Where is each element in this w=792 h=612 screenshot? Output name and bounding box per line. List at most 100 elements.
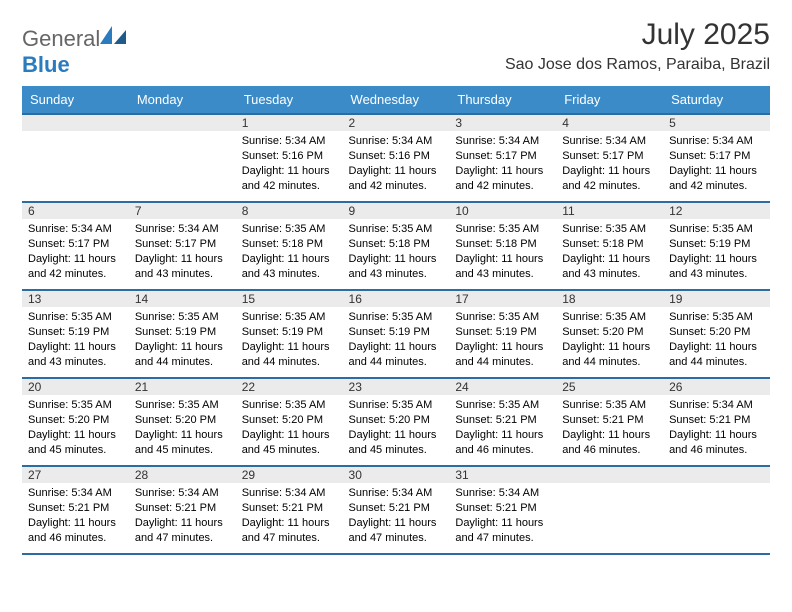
sunset-line: Sunset: 5:20 PM [28,414,109,426]
calendar-cell [556,466,663,554]
sunset-line: Sunset: 5:21 PM [349,502,430,514]
sunset-line: Sunset: 5:19 PM [349,326,430,338]
cell-body [663,483,770,492]
weekday-header: Monday [129,86,236,114]
daylight-line: Daylight: 11 hours and 46 minutes. [669,429,757,456]
sunrise-line: Sunrise: 5:34 AM [669,399,753,411]
month-title: July 2025 [505,18,770,52]
cell-body: Sunrise: 5:34 AMSunset: 5:17 PMDaylight:… [556,131,663,199]
calendar-row: 6Sunrise: 5:34 AMSunset: 5:17 PMDaylight… [22,202,770,290]
calendar-row: 20Sunrise: 5:35 AMSunset: 5:20 PMDayligh… [22,378,770,466]
cell-body: Sunrise: 5:35 AMSunset: 5:19 PMDaylight:… [129,307,236,375]
sunrise-line: Sunrise: 5:34 AM [28,223,112,235]
cell-body: Sunrise: 5:35 AMSunset: 5:21 PMDaylight:… [556,395,663,463]
daylight-line: Daylight: 11 hours and 45 minutes. [135,429,223,456]
cell-body: Sunrise: 5:35 AM Sunset: 5:18 PM Daylight:… [449,219,556,287]
daylight-line: Daylight: 11 hours and 45 minutes. [242,429,330,456]
calendar-cell: 13Sunrise: 5:35 AMSunset: 5:19 PMDayligh… [22,290,129,378]
sunset-line: Sunset: 5:20 PM [562,326,643,338]
calendar-row: 13Sunrise: 5:35 AMSunset: 5:19 PMDayligh… [22,290,770,378]
sunrise-line: Sunrise: 5:35 AM [455,311,539,323]
sunrise-line: Sunrise: 5:34 AM [349,487,433,499]
sunrise-line: Sunrise: 5:35 AM [562,311,646,323]
logo-text: General Blue [22,26,126,78]
title-block: July 2025 Sao Jose dos Ramos, Paraiba, B… [505,18,770,74]
calendar-cell: 19Sunrise: 5:35 AMSunset: 5:20 PMDayligh… [663,290,770,378]
day-number [22,115,129,131]
calendar-cell: 16 Sunrise: 5:35 AM Sunset: 5:19 PM Dayligh… [343,290,450,378]
day-number: 14 [129,291,236,307]
calendar-cell: 15Sunrise: 5:35 AMSunset: 5:19 PMDayligh… [236,290,343,378]
cell-body: Sunrise: 5:35 AMSunset: 5:20 PMDaylight:… [556,307,663,375]
weekday-header: Friday [556,86,663,114]
day-number: 31 [449,467,556,483]
calendar-cell: 25Sunrise: 5:35 AMSunset: 5:21 PMDayligh… [556,378,663,466]
daylight-line: Daylight: 11 hours and 43 minutes. [669,253,757,280]
sunset-line: Sunset: 5:20 PM [669,326,750,338]
day-number: 16 [343,291,450,307]
calendar-cell: 26Sunrise: 5:34 AMSunset: 5:21 PMDayligh… [663,378,770,466]
sunrise-line: Sunrise: 5:35 AM [349,223,433,235]
calendar-cell: 22Sunrise: 5:35 AMSunset: 5:20 PMDayligh… [236,378,343,466]
calendar-cell: 31Sunrise: 5:34 AMSunset: 5:21 PMDayligh… [449,466,556,554]
daylight-line: Daylight: 11 hours and 42 minutes. [349,165,437,192]
sunset-line: Sunset: 5:18 PM [455,238,536,250]
day-number: 26 [663,379,770,395]
cell-body: Sunrise: 5:34 AMSunset: 5:21 PMDaylight:… [663,395,770,463]
weekday-header: Saturday [663,86,770,114]
calendar-cell: 24Sunrise: 5:35 AMSunset: 5:21 PMDayligh… [449,378,556,466]
day-number: 15 [236,291,343,307]
daylight-line: Daylight: 11 hours and 43 minutes. [349,253,437,280]
sunset-line: Sunset: 5:21 PM [28,502,109,514]
daylight-line: Daylight: 11 hours and 45 minutes. [349,429,437,456]
daylight-line: Daylight: 11 hours and 46 minutes. [455,429,543,456]
day-number: 27 [22,467,129,483]
weekday-header: Thursday [449,86,556,114]
header: General Blue July 2025 Sao Jose dos Ramo… [22,18,770,78]
daylight-line: Daylight: 11 hours and 43 minutes. [135,253,223,280]
calendar-cell: 12Sunrise: 5:35 AMSunset: 5:19 PMDayligh… [663,202,770,290]
cell-body: Sunrise: 5:35 AMSunset: 5:20 PMDaylight:… [663,307,770,375]
sunrise-line: Sunrise: 5:35 AM [242,223,326,235]
sunrise-line: Sunrise: 5:35 AM [349,311,433,323]
calendar-cell: 6Sunrise: 5:34 AMSunset: 5:17 PMDaylight… [22,202,129,290]
calendar-row: 27 Sunrise: 5:34 AM Sunset: 5:21 PM Dayligh… [22,466,770,554]
daylight-line: Daylight: 11 hours and 47 minutes. [242,517,330,544]
calendar-cell: 3Sunrise: 5:34 AMSunset: 5:17 PMDaylight… [449,114,556,202]
sunset-line: Sunset: 5:17 PM [135,238,216,250]
cell-body: Sunrise: 5:35 AMSunset: 5:19 PMDaylight:… [663,219,770,287]
logo-text-gray: General [22,26,100,51]
sunrise-line: Sunrise: 5:35 AM [455,223,539,235]
calendar-cell: 11Sunrise: 5:35 AMSunset: 5:18 PMDayligh… [556,202,663,290]
sunset-line: Sunset: 5:20 PM [135,414,216,426]
calendar-cell: 4Sunrise: 5:34 AMSunset: 5:17 PMDaylight… [556,114,663,202]
day-number: 1 [236,115,343,131]
daylight-line: Daylight: 11 hours and 44 minutes. [349,341,437,368]
sunrise-line: Sunrise: 5:35 AM [28,399,112,411]
cell-body: Sunrise: 5:35 AM Sunset: 5:19 PM Daylight:… [343,307,450,375]
cell-body [129,131,236,140]
sunset-line: Sunset: 5:16 PM [242,150,323,162]
day-number: 4 [556,115,663,131]
calendar-cell: 8Sunrise: 5:35 AMSunset: 5:18 PMDaylight… [236,202,343,290]
cell-body [556,483,663,492]
daylight-line: Daylight: 11 hours and 44 minutes. [242,341,330,368]
day-number: 8 [236,203,343,219]
calendar-cell: 23Sunrise: 5:35 AMSunset: 5:20 PMDayligh… [343,378,450,466]
calendar-cell: 5Sunrise: 5:34 AMSunset: 5:17 PMDaylight… [663,114,770,202]
cell-body: Sunrise: 5:34 AMSunset: 5:17 PMDaylight:… [449,131,556,199]
cell-body [22,131,129,140]
logo-sail-icon [100,26,126,46]
sunrise-line: Sunrise: 5:34 AM [242,487,326,499]
daylight-line: Daylight: 11 hours and 44 minutes. [455,341,543,368]
daylight-line: Daylight: 11 hours and 44 minutes. [135,341,223,368]
sunrise-line: Sunrise: 5:34 AM [562,135,646,147]
sunrise-line: Sunrise: 5:35 AM [349,399,433,411]
cell-body: Sunrise: 5:34 AMSunset: 5:17 PMDaylight:… [129,219,236,287]
daylight-line: Daylight: 11 hours and 43 minutes. [455,253,543,280]
weekday-header: Wednesday [343,86,450,114]
calendar-cell: 27Sunrise: 5:34 AMSunset: 5:21 PMDayligh… [22,466,129,554]
sunset-line: Sunset: 5:18 PM [349,238,430,250]
sunrise-line: Sunrise: 5:34 AM [135,487,219,499]
daylight-line: Daylight: 11 hours and 43 minutes. [242,253,330,280]
